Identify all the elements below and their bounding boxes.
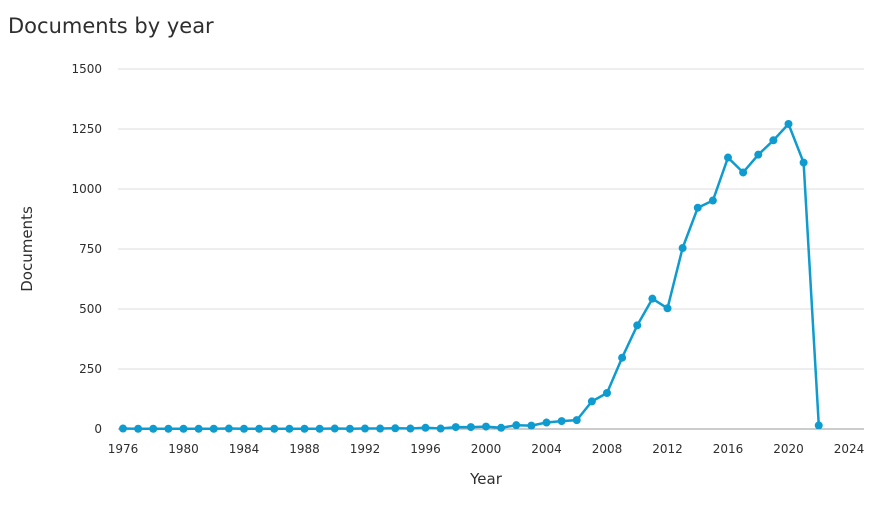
data-point-1996[interactable] bbox=[421, 423, 430, 432]
y-tick-label: 1500 bbox=[71, 62, 102, 76]
data-point-2010[interactable] bbox=[633, 321, 642, 330]
data-point-2001[interactable] bbox=[497, 423, 506, 432]
data-point-2014[interactable] bbox=[693, 203, 702, 212]
data-point-2007[interactable] bbox=[587, 397, 596, 406]
data-point-2015[interactable] bbox=[708, 196, 717, 205]
series-line bbox=[122, 122, 821, 431]
data-point-2012[interactable] bbox=[663, 304, 672, 313]
data-point-1991[interactable] bbox=[345, 424, 354, 433]
x-tick-label: 2024 bbox=[834, 442, 865, 456]
data-point-1987[interactable] bbox=[285, 424, 294, 433]
x-axis-ticks: 1976 1980 1984 1988 1992 1996 2000 2004 2008 2012… bbox=[108, 442, 865, 456]
y-tick-label: 500 bbox=[79, 302, 102, 316]
data-point-1981[interactable] bbox=[194, 424, 203, 433]
data-point-1982[interactable] bbox=[209, 424, 218, 433]
data-point-1994[interactable] bbox=[391, 424, 400, 433]
x-tick-label: 1976 bbox=[108, 442, 139, 456]
series-documents bbox=[119, 119, 823, 433]
x-axis-label: Year bbox=[469, 470, 503, 488]
y-tick-label: 1000 bbox=[71, 182, 102, 196]
data-point-1995[interactable] bbox=[406, 424, 415, 433]
data-point-2006[interactable] bbox=[572, 416, 581, 425]
x-tick-label: 1984 bbox=[229, 442, 260, 456]
data-point-2011[interactable] bbox=[648, 294, 657, 303]
x-tick-label: 2016 bbox=[713, 442, 744, 456]
data-point-1998[interactable] bbox=[451, 423, 460, 432]
y-tick-label: 0 bbox=[94, 422, 102, 436]
data-point-2004[interactable] bbox=[542, 418, 551, 427]
x-tick-label: 2008 bbox=[592, 442, 623, 456]
chart-title: Documents by year bbox=[8, 14, 214, 38]
data-point-1980[interactable] bbox=[179, 424, 188, 433]
data-point-2017[interactable] bbox=[739, 168, 748, 177]
data-point-2020[interactable] bbox=[784, 119, 793, 128]
y-axis-label: Documents bbox=[18, 206, 36, 292]
x-tick-label: 1980 bbox=[168, 442, 199, 456]
data-point-1985[interactable] bbox=[255, 424, 264, 433]
x-tick-label: 1996 bbox=[410, 442, 441, 456]
data-point-2000[interactable] bbox=[482, 422, 490, 431]
data-point-1992[interactable] bbox=[361, 424, 369, 433]
data-point-2021[interactable] bbox=[799, 158, 808, 167]
data-point-2013[interactable] bbox=[678, 244, 687, 253]
y-axis-ticks: 0 250 500 750 1000 1250 1500 bbox=[71, 62, 102, 436]
data-point-1990[interactable] bbox=[330, 424, 339, 433]
y-tick-label: 750 bbox=[79, 242, 102, 256]
data-point-1999[interactable] bbox=[466, 423, 475, 432]
data-point-1988[interactable] bbox=[300, 424, 309, 433]
data-point-2005[interactable] bbox=[557, 417, 566, 426]
data-point-1993[interactable] bbox=[376, 424, 385, 433]
grid-lines bbox=[118, 68, 864, 430]
data-point-2022[interactable] bbox=[814, 421, 823, 430]
data-point-2009[interactable] bbox=[618, 353, 627, 362]
data-point-1976[interactable] bbox=[119, 424, 127, 433]
x-tick-label: 2020 bbox=[773, 442, 804, 456]
x-tick-label: 2012 bbox=[652, 442, 683, 456]
x-tick-label: 1988 bbox=[289, 442, 320, 456]
data-point-1984[interactable] bbox=[240, 424, 248, 433]
data-point-1989[interactable] bbox=[315, 424, 324, 433]
data-point-2003[interactable] bbox=[527, 421, 536, 430]
data-point-1979[interactable] bbox=[164, 424, 173, 433]
data-point-2019[interactable] bbox=[769, 136, 778, 145]
x-tick-label: 2004 bbox=[531, 442, 562, 456]
data-point-1977[interactable] bbox=[134, 424, 143, 433]
data-point-1983[interactable] bbox=[224, 424, 233, 433]
data-point-2018[interactable] bbox=[754, 150, 763, 159]
data-point-2016[interactable] bbox=[724, 153, 732, 162]
x-tick-label: 1992 bbox=[350, 442, 381, 456]
x-tick-label: 2000 bbox=[471, 442, 502, 456]
data-point-1997[interactable] bbox=[436, 424, 445, 433]
data-point-1986[interactable] bbox=[270, 424, 279, 433]
data-point-1978[interactable] bbox=[149, 424, 158, 433]
y-tick-label: 250 bbox=[79, 362, 102, 376]
y-tick-label: 1250 bbox=[71, 122, 102, 136]
data-point-2002[interactable] bbox=[512, 421, 521, 430]
data-point-2008[interactable] bbox=[603, 389, 611, 397]
